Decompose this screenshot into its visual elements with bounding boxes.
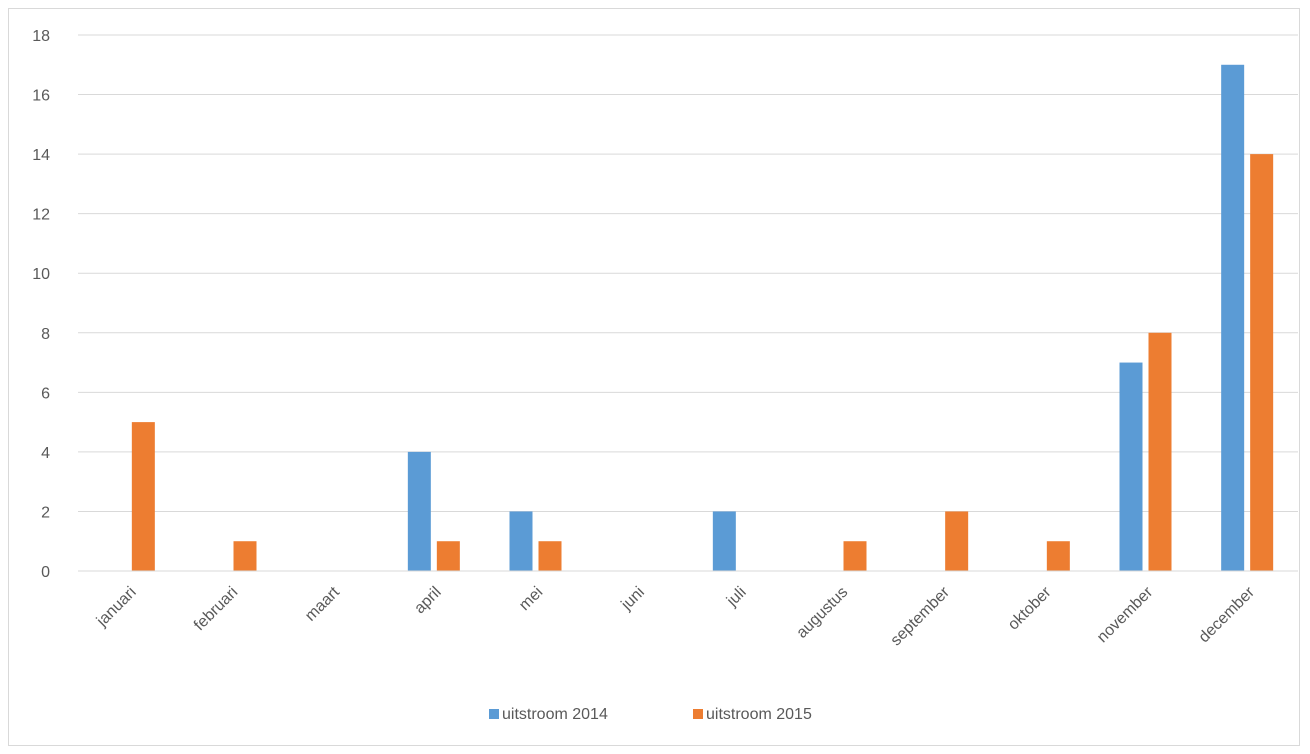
x-tick-label: november: [1094, 583, 1157, 646]
bar-oktober-uitstroom-2015: [1046, 541, 1070, 571]
y-tick-label: 2: [41, 504, 50, 521]
bar-december-uitstroom-2014: [1221, 64, 1245, 572]
y-tick-label: 10: [32, 266, 50, 283]
legend-swatch: [693, 709, 703, 719]
x-tick-label: maart: [302, 583, 343, 624]
chart-frame: [8, 8, 1300, 746]
y-tick-label: 16: [32, 88, 50, 105]
x-tick-label: oktober: [1005, 583, 1055, 633]
bar-juli-uitstroom-2014: [712, 511, 736, 571]
y-tick-label: 12: [32, 207, 50, 224]
bar-april-uitstroom-2015: [436, 541, 460, 571]
x-tick-label: februari: [191, 584, 241, 634]
bar-januari-uitstroom-2015: [131, 422, 155, 571]
x-tick-label: mei: [516, 584, 546, 614]
x-tick-label: september: [888, 583, 954, 649]
y-axis-tick-labels: 0 2 4 6 8 10 12 14 16 18: [32, 28, 50, 581]
bar-november-uitstroom-2015: [1148, 332, 1172, 571]
bars: [131, 64, 1274, 572]
y-tick-label: 6: [41, 385, 50, 402]
legend-label: uitstroom 2015: [706, 706, 812, 723]
bar-december-uitstroom-2015: [1250, 154, 1274, 571]
x-tick-label: juli: [723, 584, 750, 611]
x-tick-label: april: [411, 584, 444, 617]
x-tick-label: december: [1196, 583, 1259, 646]
legend-swatch: [489, 709, 499, 719]
y-tick-label: 0: [41, 564, 50, 581]
y-tick-label: 14: [32, 147, 50, 164]
legend-label: uitstroom 2014: [502, 706, 608, 723]
bar-mei-uitstroom-2014: [509, 511, 533, 571]
x-tick-label: augustus: [793, 584, 851, 642]
bar-april-uitstroom-2014: [407, 451, 431, 571]
x-axis-tick-labels: januari februari maart april mei juni juli augu…: [93, 583, 1258, 649]
bar-september-uitstroom-2015: [945, 511, 969, 571]
legend: uitstroom 2014 uitstroom 2015: [489, 706, 812, 723]
bar-november-uitstroom-2014: [1119, 362, 1143, 571]
x-tick-label: januari: [93, 584, 140, 631]
gridlines: [78, 34, 1298, 512]
bar-augustus-uitstroom-2015: [843, 541, 867, 571]
x-tick-label: juni: [618, 584, 648, 614]
y-tick-label: 4: [41, 445, 50, 462]
bar-mei-uitstroom-2015: [538, 541, 562, 571]
bar-februari-uitstroom-2015: [233, 541, 257, 571]
y-tick-label: 8: [41, 326, 50, 343]
y-tick-label: 18: [32, 28, 50, 45]
